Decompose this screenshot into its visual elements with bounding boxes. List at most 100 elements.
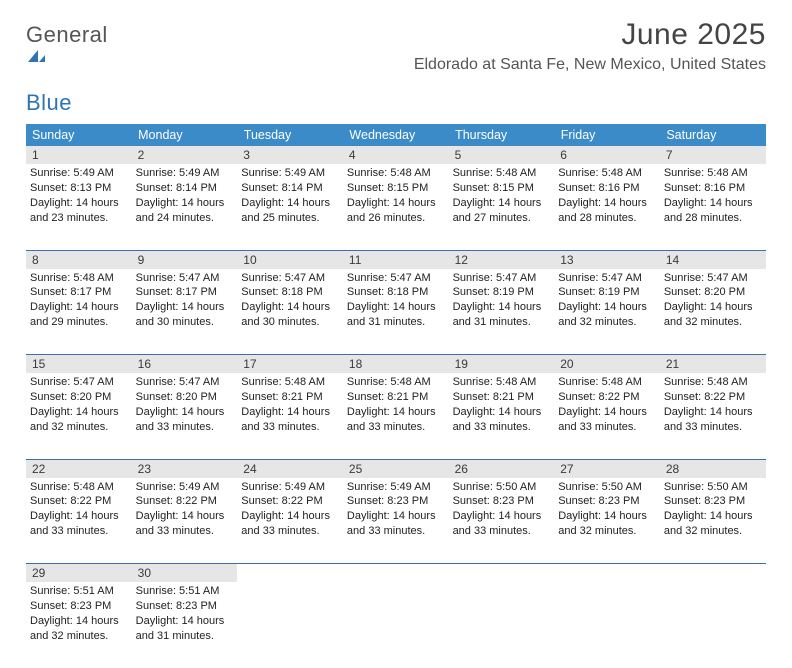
sunrise-line: Sunrise: 5:49 AM: [30, 166, 128, 181]
day-cell: Sunrise: 5:47 AMSunset: 8:18 PMDaylight:…: [343, 269, 449, 334]
weekday-header-row: Sunday Monday Tuesday Wednesday Thursday…: [26, 124, 766, 146]
day-number: 12: [449, 251, 555, 269]
day-number: 5: [449, 146, 555, 164]
daylight-line: Daylight: 14 hours and 31 minutes.: [136, 614, 234, 644]
day-number-empty: [237, 564, 343, 582]
daylight-line: Daylight: 14 hours and 28 minutes.: [664, 196, 762, 226]
sunrise-line: Sunrise: 5:48 AM: [30, 271, 128, 286]
day-cell: Sunrise: 5:49 AMSunset: 8:14 PMDaylight:…: [237, 164, 343, 229]
sunset-line: Sunset: 8:23 PM: [558, 494, 656, 509]
daylight-line: Daylight: 14 hours and 33 minutes.: [347, 405, 445, 435]
sunset-line: Sunset: 8:22 PM: [558, 390, 656, 405]
sunrise-line: Sunrise: 5:47 AM: [453, 271, 551, 286]
week-row: Sunrise: 5:48 AMSunset: 8:22 PMDaylight:…: [26, 478, 766, 564]
daylight-line: Daylight: 14 hours and 32 minutes.: [664, 300, 762, 330]
daylight-line: Daylight: 14 hours and 33 minutes.: [453, 509, 551, 539]
day-cell: Sunrise: 5:47 AMSunset: 8:17 PMDaylight:…: [132, 269, 238, 334]
day-cell: Sunrise: 5:48 AMSunset: 8:15 PMDaylight:…: [343, 164, 449, 229]
daynum-row: 22232425262728: [26, 459, 766, 478]
header: General Blue June 2025 Eldorado at Santa…: [26, 18, 766, 116]
sunrise-line: Sunrise: 5:49 AM: [241, 480, 339, 495]
daylight-line: Daylight: 14 hours and 30 minutes.: [136, 300, 234, 330]
day-number: 22: [26, 460, 132, 478]
sunrise-line: Sunrise: 5:51 AM: [136, 584, 234, 599]
sunset-line: Sunset: 8:22 PM: [241, 494, 339, 509]
sunset-line: Sunset: 8:14 PM: [136, 181, 234, 196]
sunrise-line: Sunrise: 5:48 AM: [558, 166, 656, 181]
daylight-line: Daylight: 14 hours and 33 minutes.: [347, 509, 445, 539]
sunset-line: Sunset: 8:17 PM: [30, 285, 128, 300]
daylight-line: Daylight: 14 hours and 26 minutes.: [347, 196, 445, 226]
sunset-line: Sunset: 8:15 PM: [347, 181, 445, 196]
sunrise-line: Sunrise: 5:48 AM: [453, 375, 551, 390]
sunrise-line: Sunrise: 5:47 AM: [347, 271, 445, 286]
weekday-header: Sunday: [26, 124, 132, 146]
sunset-line: Sunset: 8:18 PM: [347, 285, 445, 300]
day-number-empty: [449, 564, 555, 582]
sunset-line: Sunset: 8:23 PM: [347, 494, 445, 509]
sunrise-line: Sunrise: 5:47 AM: [136, 375, 234, 390]
day-cell: Sunrise: 5:47 AMSunset: 8:18 PMDaylight:…: [237, 269, 343, 334]
daylight-line: Daylight: 14 hours and 33 minutes.: [558, 405, 656, 435]
day-number: 19: [449, 355, 555, 373]
calendar-table: Sunday Monday Tuesday Wednesday Thursday…: [26, 124, 766, 668]
sunrise-line: Sunrise: 5:48 AM: [558, 375, 656, 390]
daylight-line: Daylight: 14 hours and 24 minutes.: [136, 196, 234, 226]
day-number: 6: [554, 146, 660, 164]
sunrise-line: Sunrise: 5:47 AM: [241, 271, 339, 286]
sunset-line: Sunset: 8:20 PM: [664, 285, 762, 300]
weekday-header: Tuesday: [237, 124, 343, 146]
weekday-header: Wednesday: [343, 124, 449, 146]
sunrise-line: Sunrise: 5:47 AM: [558, 271, 656, 286]
daylight-line: Daylight: 14 hours and 30 minutes.: [241, 300, 339, 330]
day-number-empty: [554, 564, 660, 582]
day-cell-empty: [237, 582, 343, 668]
sunset-line: Sunset: 8:20 PM: [136, 390, 234, 405]
sunrise-line: Sunrise: 5:48 AM: [347, 166, 445, 181]
sunset-line: Sunset: 8:21 PM: [347, 390, 445, 405]
day-cell: Sunrise: 5:50 AMSunset: 8:23 PMDaylight:…: [554, 478, 660, 543]
day-cell-empty: [343, 582, 449, 668]
sunrise-line: Sunrise: 5:50 AM: [453, 480, 551, 495]
daynum-row: 2930: [26, 564, 766, 583]
day-cell: Sunrise: 5:48 AMSunset: 8:15 PMDaylight:…: [449, 164, 555, 229]
day-number: 29: [26, 564, 132, 582]
sunrise-line: Sunrise: 5:50 AM: [558, 480, 656, 495]
daylight-line: Daylight: 14 hours and 32 minutes.: [30, 614, 128, 644]
day-number: 8: [26, 251, 132, 269]
day-cell-empty: [660, 582, 766, 668]
day-cell: Sunrise: 5:47 AMSunset: 8:19 PMDaylight:…: [449, 269, 555, 334]
day-cell: Sunrise: 5:49 AMSunset: 8:22 PMDaylight:…: [132, 478, 238, 543]
day-number: 20: [554, 355, 660, 373]
day-number: 21: [660, 355, 766, 373]
day-cell: Sunrise: 5:48 AMSunset: 8:22 PMDaylight:…: [660, 373, 766, 438]
day-number: 25: [343, 460, 449, 478]
daylight-line: Daylight: 14 hours and 31 minutes.: [347, 300, 445, 330]
day-cell: Sunrise: 5:48 AMSunset: 8:21 PMDaylight:…: [343, 373, 449, 438]
brand-text: General Blue: [26, 22, 108, 116]
sunset-line: Sunset: 8:19 PM: [558, 285, 656, 300]
daylight-line: Daylight: 14 hours and 33 minutes.: [453, 405, 551, 435]
day-cell: Sunrise: 5:47 AMSunset: 8:20 PMDaylight:…: [660, 269, 766, 334]
day-cell: Sunrise: 5:48 AMSunset: 8:16 PMDaylight:…: [554, 164, 660, 229]
sunset-line: Sunset: 8:19 PM: [453, 285, 551, 300]
page-title: June 2025: [414, 18, 766, 52]
sunset-line: Sunset: 8:18 PM: [241, 285, 339, 300]
sunrise-line: Sunrise: 5:49 AM: [136, 480, 234, 495]
sunrise-line: Sunrise: 5:51 AM: [30, 584, 128, 599]
day-number: 10: [237, 251, 343, 269]
brand-line2: Blue: [26, 90, 72, 115]
sunset-line: Sunset: 8:15 PM: [453, 181, 551, 196]
day-number: 15: [26, 355, 132, 373]
sunrise-line: Sunrise: 5:48 AM: [453, 166, 551, 181]
sunset-line: Sunset: 8:23 PM: [136, 599, 234, 614]
sunrise-line: Sunrise: 5:49 AM: [136, 166, 234, 181]
sunrise-line: Sunrise: 5:47 AM: [664, 271, 762, 286]
weekday-header: Thursday: [449, 124, 555, 146]
daynum-row: 15161718192021: [26, 355, 766, 374]
daylight-line: Daylight: 14 hours and 32 minutes.: [558, 509, 656, 539]
daylight-line: Daylight: 14 hours and 31 minutes.: [453, 300, 551, 330]
day-cell: Sunrise: 5:48 AMSunset: 8:17 PMDaylight:…: [26, 269, 132, 334]
day-cell: Sunrise: 5:49 AMSunset: 8:13 PMDaylight:…: [26, 164, 132, 229]
day-number: 1: [26, 146, 132, 164]
